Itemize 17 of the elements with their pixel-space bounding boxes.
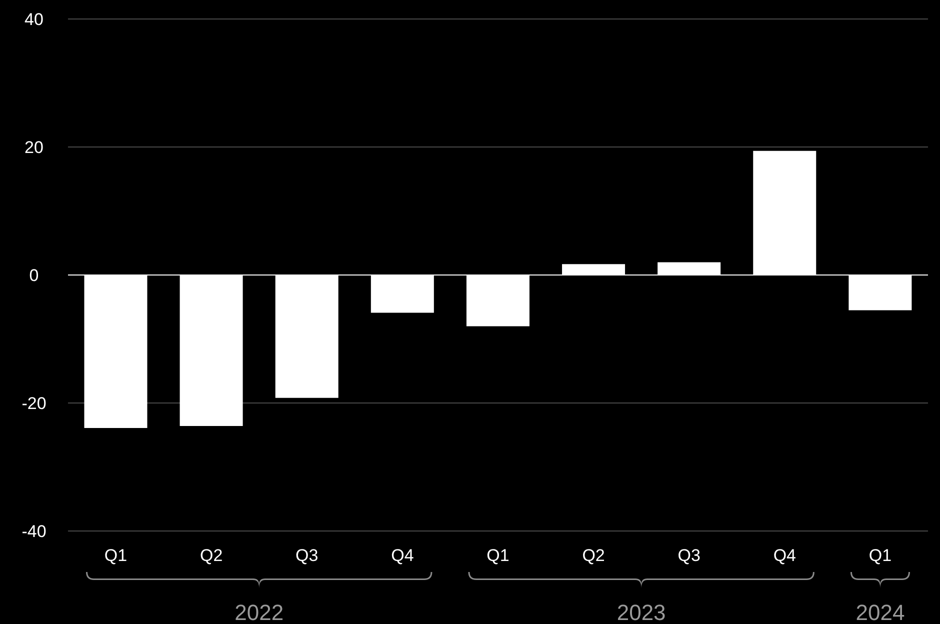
x-tick-label: Q4 bbox=[773, 546, 796, 566]
x-tick-label: Q3 bbox=[678, 546, 700, 566]
y-tick-label: -20 bbox=[22, 394, 46, 414]
y-tick-label: -40 bbox=[22, 522, 46, 542]
x-tick-label: Q3 bbox=[296, 546, 318, 566]
text: 2023 bbox=[616, 600, 666, 624]
text: 2024 bbox=[856, 600, 905, 624]
x-tick-label: Q1 bbox=[486, 546, 510, 566]
x-tick-label: Q2 bbox=[200, 546, 223, 566]
x-tick-label: Q1 bbox=[868, 546, 892, 566]
y-tick-label: 0 bbox=[29, 266, 39, 286]
text: 2022 bbox=[234, 600, 284, 624]
y-tick-label: 40 bbox=[24, 10, 44, 30]
y-tick-label: 20 bbox=[24, 138, 44, 158]
x-tick-label: Q4 bbox=[391, 546, 414, 566]
x-tick-label: Q2 bbox=[582, 546, 605, 566]
x-tick-label: Q1 bbox=[104, 546, 128, 566]
